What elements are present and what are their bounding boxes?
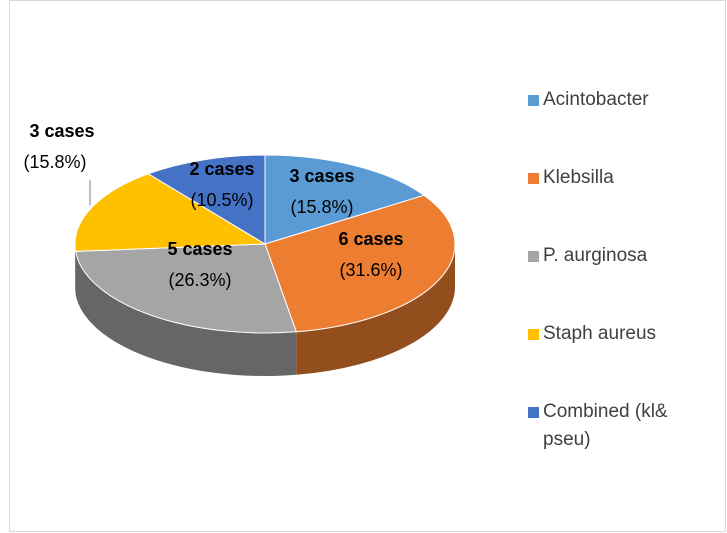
pie-side [75, 244, 76, 295]
percent-label: (15.8%) [23, 152, 86, 172]
percent-label: (10.5%) [190, 190, 253, 210]
legend-item: Staph aureus [528, 320, 688, 348]
pie-slice [264, 194, 456, 333]
pie-side [75, 251, 297, 376]
legend-swatch [528, 407, 539, 418]
legend: Acintobacter Klebsilla P. aurginosa Staph a… [528, 86, 688, 504]
data-label: 2 cases [189, 159, 254, 179]
legend-item: Acintobacter [528, 86, 688, 114]
pie-side [296, 244, 455, 375]
percent-label: (26.3%) [168, 270, 231, 290]
pie-slice [147, 154, 266, 245]
legend-item: P. aurginosa [528, 242, 688, 270]
legend-swatch [528, 251, 539, 262]
legend-item: Combined (kl& pseu) [528, 398, 688, 454]
legend-swatch [528, 329, 539, 340]
chart-frame [9, 0, 726, 532]
percent-label: (15.8%) [290, 197, 353, 217]
legend-swatch [528, 95, 539, 106]
legend-label: P. aurginosa [543, 245, 648, 266]
pie-slice [264, 154, 426, 245]
legend-label: Acintobacter [543, 89, 649, 110]
legend-item: Klebsilla [528, 164, 688, 192]
data-label: 6 cases [338, 229, 403, 249]
legend-label: Combined (kl& pseu) [543, 401, 668, 450]
data-label: 5 cases [167, 239, 232, 259]
legend-swatch [528, 173, 539, 184]
legend-label: Klebsilla [543, 167, 614, 188]
pie-slice [75, 243, 297, 334]
data-label: 3 cases [29, 121, 94, 141]
percent-label: (31.6%) [339, 260, 402, 280]
pie-slice [74, 173, 267, 252]
legend-label: Staph aureus [543, 323, 657, 344]
data-label: 3 cases [289, 166, 354, 186]
